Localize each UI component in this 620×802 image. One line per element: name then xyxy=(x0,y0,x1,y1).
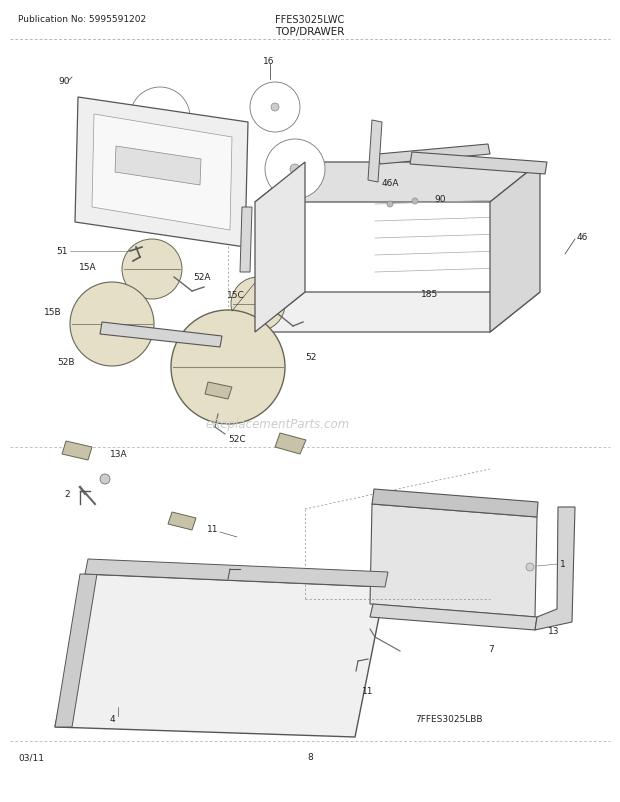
Text: eReplacementParts.com: eReplacementParts.com xyxy=(205,418,349,431)
Text: 7FFES3025LBB: 7FFES3025LBB xyxy=(415,715,482,723)
Circle shape xyxy=(412,199,418,205)
Polygon shape xyxy=(255,163,540,203)
Polygon shape xyxy=(255,163,305,333)
Polygon shape xyxy=(55,574,385,737)
Text: 185: 185 xyxy=(422,290,438,299)
Polygon shape xyxy=(55,574,97,727)
Circle shape xyxy=(250,83,300,133)
Polygon shape xyxy=(240,208,252,273)
Text: 15B: 15B xyxy=(45,308,62,317)
Circle shape xyxy=(122,240,182,300)
Text: 52A: 52A xyxy=(193,273,211,282)
Text: 52C: 52C xyxy=(228,435,246,444)
Circle shape xyxy=(387,202,393,208)
Text: 15: 15 xyxy=(282,265,293,274)
Circle shape xyxy=(169,168,181,180)
Circle shape xyxy=(502,194,508,200)
Polygon shape xyxy=(92,115,232,231)
Text: 11: 11 xyxy=(206,525,218,534)
Text: 2: 2 xyxy=(64,490,70,499)
Text: 46: 46 xyxy=(577,233,588,242)
Circle shape xyxy=(155,113,165,123)
Circle shape xyxy=(290,164,300,175)
Text: 7: 7 xyxy=(488,645,494,654)
Polygon shape xyxy=(100,322,222,347)
Polygon shape xyxy=(370,504,537,618)
Text: 16: 16 xyxy=(263,58,275,67)
Text: 15A: 15A xyxy=(79,262,97,271)
Polygon shape xyxy=(62,441,92,460)
Text: 51: 51 xyxy=(56,247,68,256)
Text: 90: 90 xyxy=(434,195,446,205)
Circle shape xyxy=(171,310,285,424)
Text: 1: 1 xyxy=(560,560,565,569)
Polygon shape xyxy=(275,433,306,455)
Polygon shape xyxy=(535,508,575,630)
Circle shape xyxy=(265,140,325,200)
Polygon shape xyxy=(368,121,382,183)
Circle shape xyxy=(271,104,279,111)
Circle shape xyxy=(130,88,190,148)
Polygon shape xyxy=(378,145,490,164)
Text: 13: 13 xyxy=(548,626,559,636)
Circle shape xyxy=(522,192,528,198)
Polygon shape xyxy=(115,147,201,186)
Text: 8: 8 xyxy=(307,752,313,762)
Text: 4: 4 xyxy=(110,715,115,723)
Polygon shape xyxy=(370,604,537,630)
Text: 15C: 15C xyxy=(227,291,245,300)
Circle shape xyxy=(526,563,534,571)
Text: FFES3025LWC: FFES3025LWC xyxy=(275,15,345,25)
Polygon shape xyxy=(85,559,388,587)
Text: 52: 52 xyxy=(305,353,316,362)
Text: TOP/DRAWER: TOP/DRAWER xyxy=(275,27,345,37)
Polygon shape xyxy=(255,293,540,333)
Text: Publication No: 5995591202: Publication No: 5995591202 xyxy=(18,15,146,25)
Polygon shape xyxy=(75,98,248,248)
Polygon shape xyxy=(168,512,196,530)
Polygon shape xyxy=(372,489,538,517)
Circle shape xyxy=(231,277,285,331)
Polygon shape xyxy=(490,163,540,333)
Polygon shape xyxy=(410,153,547,175)
Circle shape xyxy=(137,137,213,213)
Text: 13A: 13A xyxy=(110,450,128,459)
Text: 03/11: 03/11 xyxy=(18,752,44,762)
Text: 52B: 52B xyxy=(57,358,74,367)
Text: 90: 90 xyxy=(58,78,69,87)
Circle shape xyxy=(100,475,110,484)
Text: 11: 11 xyxy=(362,687,374,695)
Polygon shape xyxy=(205,383,232,399)
Circle shape xyxy=(70,282,154,367)
Text: 46A: 46A xyxy=(382,178,399,187)
